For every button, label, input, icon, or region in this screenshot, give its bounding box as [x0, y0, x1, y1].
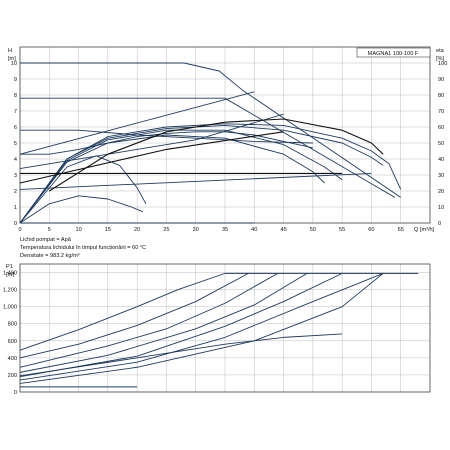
efficiency-curve-3: [19, 131, 284, 184]
upper-left-tick-label: 1: [14, 205, 17, 211]
upper-left-tick-label: 10: [11, 61, 17, 67]
upper-x-tick-label: 40: [251, 227, 257, 233]
upper-right-tick-label: 90: [438, 77, 444, 83]
upper-left-tick-label: 8: [14, 93, 17, 99]
upper-x-tick-label: 0: [18, 227, 21, 233]
upper-left-tick-label: 4: [14, 157, 17, 163]
lower-plot-frame: [19, 263, 431, 393]
chart-title: MAGNA1 100-100 F: [368, 51, 419, 57]
upper-right-tick-label: 70: [438, 109, 444, 115]
upper-right-tick-label: 80: [438, 93, 444, 99]
head-curve-10: [20, 131, 313, 155]
upper-x-tick-label: 50: [310, 227, 316, 233]
lower-left-tick-label: 600: [8, 339, 17, 345]
lower-left-axis-symbol: P1: [6, 264, 13, 270]
power-curve-3: [19, 272, 278, 368]
upper-right-tick-label: 20: [438, 189, 444, 195]
info-density: Densitate = 983.2 kg/m³: [20, 253, 80, 259]
upper-x-tick-label: 15: [105, 227, 111, 233]
power-curve-8: [19, 333, 343, 377]
info-liquid: Lichid pompat = Apă: [20, 237, 71, 243]
upper-x-tick-label: 35: [222, 227, 228, 233]
upper-x-tick-label: 55: [339, 227, 345, 233]
upper-x-tick-label: 60: [368, 227, 374, 233]
info-temperature: Temperatura lichidului în timpul funcțio…: [20, 245, 147, 251]
upper-right-tick-label: 10: [438, 205, 444, 211]
lower-left-tick-label: 1,400: [3, 271, 17, 277]
upper-left-axis-unit: [m]: [8, 56, 16, 62]
head-curve-7: [19, 155, 147, 224]
upper-right-tick-label: 50: [438, 141, 444, 147]
upper-right-tick-label: 40: [438, 157, 444, 163]
efficiency-curve-1: [48, 118, 384, 192]
head-curve-6: [19, 134, 325, 224]
upper-x-tick-label: 25: [163, 227, 169, 233]
head-curve-5: [19, 129, 343, 224]
upper-x-tick-label: 65: [398, 227, 404, 233]
upper-x-axis-label: Q [m³/h]: [414, 227, 435, 233]
upper-left-tick-label: 9: [14, 77, 17, 83]
lower-left-tick-label: 1,000: [3, 305, 17, 311]
lower-left-axis-unit: [W]: [6, 272, 15, 278]
head-curve-13: [19, 172, 372, 190]
upper-x-tick-label: 45: [280, 227, 286, 233]
upper-right-axis-symbol: eta: [436, 48, 445, 54]
upper-x-tick-label: 10: [75, 227, 81, 233]
power-curve-6: [19, 272, 384, 381]
upper-left-tick-label: 3: [14, 173, 17, 179]
head-curve-12: [19, 113, 284, 170]
upper-right-tick-label: 60: [438, 125, 444, 131]
upper-left-tick-label: 5: [14, 141, 17, 147]
head-curve-4: [19, 124, 384, 224]
lower-left-tick-label: 1,200: [3, 288, 17, 294]
head-curve-11: [20, 129, 313, 144]
lower-left-tick-label: 400: [8, 356, 17, 362]
power-curve-2: [19, 272, 249, 359]
upper-x-tick-label: 30: [193, 227, 199, 233]
upper-left-tick-label: 0: [14, 221, 17, 227]
upper-right-axis-unit: [%]: [436, 56, 445, 62]
upper-x-tick-label: 20: [134, 227, 140, 233]
chart-title-box: [356, 47, 431, 58]
head-curve-2: [20, 97, 396, 198]
upper-right-tick-label: 100: [438, 61, 447, 67]
power-curve-4: [19, 273, 308, 373]
upper-left-tick-label: 2: [14, 189, 17, 195]
power-curve-5: [19, 272, 343, 378]
upper-left-tick-label: 7: [14, 109, 17, 115]
lower-left-tick-label: 0: [14, 390, 17, 396]
power-curve-1: [19, 272, 419, 351]
upper-x-tick-label: 5: [48, 227, 51, 233]
upper-left-axis-symbol: H: [8, 48, 12, 54]
head-curve-8: [19, 195, 144, 224]
upper-left-tick-label: 6: [14, 125, 17, 131]
head-curve-1: [20, 62, 401, 198]
head-curve-14: [19, 91, 255, 155]
upper-right-tick-label: 30: [438, 173, 444, 179]
lower-left-tick-label: 800: [8, 322, 17, 328]
upper-right-tick-label: 0: [438, 221, 441, 227]
lower-left-tick-label: 200: [8, 373, 17, 379]
